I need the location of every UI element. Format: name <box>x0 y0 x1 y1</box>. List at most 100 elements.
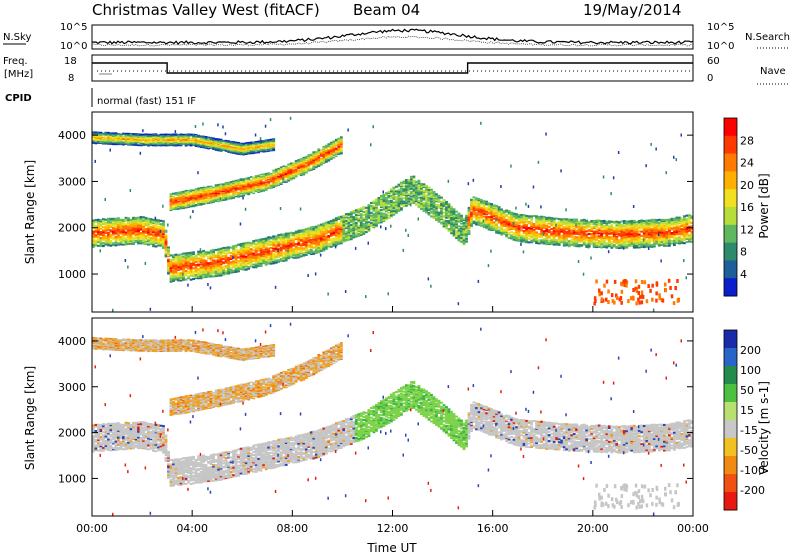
power-cell <box>219 147 223 149</box>
power-cell <box>229 150 233 152</box>
power-cell <box>272 255 276 258</box>
power-cell <box>490 214 493 217</box>
power-cell <box>460 225 463 228</box>
power-cell <box>234 141 238 143</box>
power-cell <box>405 202 408 205</box>
power-cell <box>212 269 215 272</box>
power-cell <box>319 149 323 151</box>
power-cell <box>487 211 491 214</box>
power-cell <box>359 222 363 225</box>
power-cell <box>400 190 403 193</box>
power-cell <box>164 253 168 256</box>
power-cell <box>159 241 163 244</box>
power-cell <box>124 139 128 141</box>
power-cell <box>282 177 284 181</box>
power-cell <box>184 140 188 142</box>
power-cell <box>502 231 506 234</box>
power-cell <box>92 135 95 137</box>
power-cell <box>322 160 326 163</box>
power-cell <box>212 275 215 278</box>
power-cell <box>269 259 273 262</box>
power-cell <box>342 228 346 231</box>
power-cell <box>274 253 278 256</box>
power-cell <box>349 219 353 222</box>
power-cell <box>362 232 366 235</box>
power-cell <box>162 244 165 247</box>
power-cell <box>174 270 178 273</box>
power-cell <box>249 259 253 262</box>
power-cell <box>299 167 303 170</box>
power-cell <box>114 222 118 225</box>
power-cell <box>339 226 343 229</box>
power-cell <box>269 145 273 147</box>
power-cell <box>274 244 278 247</box>
power-cell <box>284 173 288 176</box>
power-cell <box>107 141 110 143</box>
power-cell <box>294 164 298 166</box>
power-cell <box>199 142 203 145</box>
power-cell <box>362 217 366 220</box>
power-cell <box>142 241 145 244</box>
power-cell <box>132 137 135 140</box>
power-cell <box>492 217 496 220</box>
power-cell <box>505 235 508 238</box>
power-cell <box>432 212 436 215</box>
power-cell <box>277 240 281 243</box>
power-cell <box>154 141 158 143</box>
power-cell <box>292 232 296 235</box>
power-cell <box>302 248 306 251</box>
power-cell <box>172 195 175 198</box>
power-cell <box>259 190 263 193</box>
power-cell <box>109 237 113 240</box>
power-cell <box>307 274 309 277</box>
power-cell <box>219 255 223 258</box>
power-cell <box>354 217 358 220</box>
power-cell <box>239 147 243 149</box>
power-cell <box>237 180 240 183</box>
power-cell <box>362 206 366 209</box>
power-cell <box>239 249 243 252</box>
power-cell <box>312 235 316 238</box>
power-cell <box>174 141 178 143</box>
power-cell <box>269 176 273 179</box>
power-cell <box>124 243 128 246</box>
power-cell <box>199 190 203 192</box>
power-cell <box>202 275 205 278</box>
power-cell <box>97 139 100 141</box>
power-cell <box>282 241 286 244</box>
power-cell <box>342 232 346 235</box>
power-cell <box>104 198 106 201</box>
power-cell <box>232 266 235 269</box>
power-cell <box>254 262 258 265</box>
power-cell <box>179 265 183 268</box>
power-cell <box>432 195 436 198</box>
power-cell <box>435 212 438 215</box>
power-cell <box>127 136 130 138</box>
power-cell <box>462 217 466 220</box>
power-cell <box>502 217 506 220</box>
power-cell <box>309 169 313 171</box>
power-cell <box>302 244 306 247</box>
power-cell <box>427 200 431 203</box>
power-cell <box>329 146 333 149</box>
power-cell <box>232 144 235 146</box>
power-cell <box>359 209 363 212</box>
power-cell <box>107 223 110 226</box>
power-cell <box>425 210 428 213</box>
power-cell <box>410 198 413 201</box>
power-cell <box>467 231 471 234</box>
power-cell <box>337 152 341 154</box>
power-cell <box>289 173 293 176</box>
power-cell <box>395 208 398 211</box>
power-cell <box>189 278 193 281</box>
power-cell <box>287 242 291 245</box>
power-cell <box>102 232 105 235</box>
power-cell <box>455 219 458 222</box>
power-cell <box>422 194 426 197</box>
power-cell <box>282 255 286 258</box>
power-cell <box>304 240 308 243</box>
power-cell <box>114 231 118 234</box>
power-cell <box>392 211 396 214</box>
power-cell <box>372 224 376 227</box>
power-cell <box>339 218 343 221</box>
